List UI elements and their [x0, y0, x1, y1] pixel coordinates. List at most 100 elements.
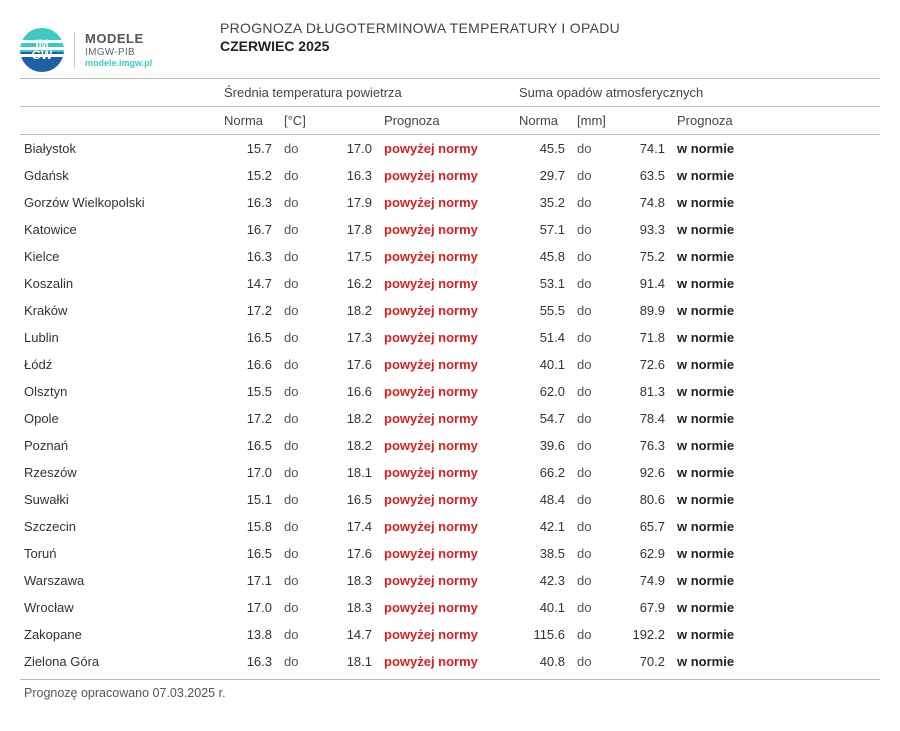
- table-row: Zielona Góra16.3do18.1powyżej normy40.8d…: [20, 648, 880, 675]
- range-word-cell: do: [573, 216, 618, 243]
- range-word-cell: do: [573, 162, 618, 189]
- temp-forecast-cell: powyżej normy: [380, 297, 515, 324]
- city-cell: Szczecin: [20, 513, 220, 540]
- temp-high-cell: 17.6: [325, 351, 380, 378]
- city-cell: Lublin: [20, 324, 220, 351]
- range-word-cell: do: [280, 486, 325, 513]
- precip-forecast-cell: w normie: [673, 270, 880, 297]
- range-word-cell: do: [573, 189, 618, 216]
- temp-high-cell: 18.1: [325, 459, 380, 486]
- col-temp-unit: [°C]: [280, 107, 325, 135]
- range-word-cell: do: [573, 648, 618, 675]
- range-word-cell: do: [573, 432, 618, 459]
- range-word-cell: do: [280, 648, 325, 675]
- precip-section-header: Suma opadów atmosferycznych: [515, 79, 880, 107]
- table-row: Lublin16.5do17.3powyżej normy51.4do71.8w…: [20, 324, 880, 351]
- precip-high-cell: 67.9: [618, 594, 673, 621]
- precip-high-cell: 76.3: [618, 432, 673, 459]
- city-cell: Białystok: [20, 135, 220, 163]
- range-word-cell: do: [280, 243, 325, 270]
- range-word-cell: do: [573, 297, 618, 324]
- col-prognoza-precip: Prognoza: [673, 107, 880, 135]
- precip-forecast-cell: w normie: [673, 405, 880, 432]
- city-cell: Wrocław: [20, 594, 220, 621]
- temp-forecast-cell: powyżej normy: [380, 270, 515, 297]
- precip-forecast-cell: w normie: [673, 135, 880, 163]
- table-row: Suwałki15.1do16.5powyżej normy48.4do80.6…: [20, 486, 880, 513]
- range-word-cell: do: [280, 216, 325, 243]
- temp-high-cell: 14.7: [325, 621, 380, 648]
- forecast-table: Średnia temperatura powietrza Suma opadó…: [20, 78, 880, 675]
- temp-forecast-cell: powyżej normy: [380, 513, 515, 540]
- footer-note: Prognozę opracowano 07.03.2025 r.: [20, 679, 880, 700]
- city-cell: Warszawa: [20, 567, 220, 594]
- precip-low-cell: 42.1: [515, 513, 573, 540]
- temp-high-cell: 16.5: [325, 486, 380, 513]
- precip-forecast-cell: w normie: [673, 513, 880, 540]
- header: IMGW MODELE IMGW-PIB modele.imgw.pl PROG…: [20, 20, 880, 72]
- precip-high-cell: 92.6: [618, 459, 673, 486]
- temp-forecast-cell: powyżej normy: [380, 243, 515, 270]
- range-word-cell: do: [280, 162, 325, 189]
- precip-forecast-cell: w normie: [673, 621, 880, 648]
- range-word-cell: do: [573, 405, 618, 432]
- city-cell: Opole: [20, 405, 220, 432]
- temp-low-cell: 16.5: [220, 540, 280, 567]
- temp-high-cell: 17.6: [325, 540, 380, 567]
- precip-high-cell: 81.3: [618, 378, 673, 405]
- temp-forecast-cell: powyżej normy: [380, 567, 515, 594]
- temp-forecast-cell: powyżej normy: [380, 324, 515, 351]
- range-word-cell: do: [573, 567, 618, 594]
- temp-low-cell: 13.8: [220, 621, 280, 648]
- range-word-cell: do: [280, 135, 325, 163]
- temp-forecast-cell: powyżej normy: [380, 540, 515, 567]
- precip-low-cell: 57.1: [515, 216, 573, 243]
- brand-line1: MODELE: [85, 32, 152, 47]
- precip-high-cell: 74.8: [618, 189, 673, 216]
- city-cell: Katowice: [20, 216, 220, 243]
- precip-low-cell: 35.2: [515, 189, 573, 216]
- range-word-cell: do: [280, 324, 325, 351]
- range-word-cell: do: [573, 621, 618, 648]
- temp-low-cell: 16.3: [220, 189, 280, 216]
- temp-high-cell: 16.2: [325, 270, 380, 297]
- city-cell: Poznań: [20, 432, 220, 459]
- range-word-cell: do: [573, 378, 618, 405]
- temp-low-cell: 17.2: [220, 405, 280, 432]
- temp-low-cell: 15.5: [220, 378, 280, 405]
- range-word-cell: do: [573, 135, 618, 163]
- precip-low-cell: 38.5: [515, 540, 573, 567]
- city-cell: Zakopane: [20, 621, 220, 648]
- precip-high-cell: 63.5: [618, 162, 673, 189]
- precip-forecast-cell: w normie: [673, 189, 880, 216]
- temp-forecast-cell: powyżej normy: [380, 189, 515, 216]
- table-row: Olsztyn15.5do16.6powyżej normy62.0do81.3…: [20, 378, 880, 405]
- range-word-cell: do: [280, 189, 325, 216]
- brand-line2: IMGW-PIB: [85, 47, 152, 59]
- table-row: Rzeszów17.0do18.1powyżej normy66.2do92.6…: [20, 459, 880, 486]
- table-row: Białystok15.7do17.0powyżej normy45.5do74…: [20, 135, 880, 163]
- temp-low-cell: 17.0: [220, 459, 280, 486]
- temp-low-cell: 15.2: [220, 162, 280, 189]
- precip-low-cell: 45.5: [515, 135, 573, 163]
- city-cell: Koszalin: [20, 270, 220, 297]
- table-row: Zakopane13.8do14.7powyżej normy115.6do19…: [20, 621, 880, 648]
- precip-forecast-cell: w normie: [673, 324, 880, 351]
- city-cell: Suwałki: [20, 486, 220, 513]
- precip-low-cell: 40.1: [515, 594, 573, 621]
- table-row: Gorzów Wielkopolski16.3do17.9powyżej nor…: [20, 189, 880, 216]
- city-cell: Gorzów Wielkopolski: [20, 189, 220, 216]
- temp-high-cell: 18.1: [325, 648, 380, 675]
- city-cell: Toruń: [20, 540, 220, 567]
- range-word-cell: do: [573, 270, 618, 297]
- logo-block: IMGW MODELE IMGW-PIB modele.imgw.pl: [20, 20, 220, 72]
- precip-forecast-cell: w normie: [673, 378, 880, 405]
- precip-high-cell: 72.6: [618, 351, 673, 378]
- range-word-cell: do: [573, 243, 618, 270]
- precip-low-cell: 62.0: [515, 378, 573, 405]
- temp-section-header: Średnia temperatura powietrza: [220, 79, 515, 107]
- precip-forecast-cell: w normie: [673, 216, 880, 243]
- temp-forecast-cell: powyżej normy: [380, 648, 515, 675]
- table-row: Opole17.2do18.2powyżej normy54.7do78.4w …: [20, 405, 880, 432]
- temp-high-cell: 18.2: [325, 297, 380, 324]
